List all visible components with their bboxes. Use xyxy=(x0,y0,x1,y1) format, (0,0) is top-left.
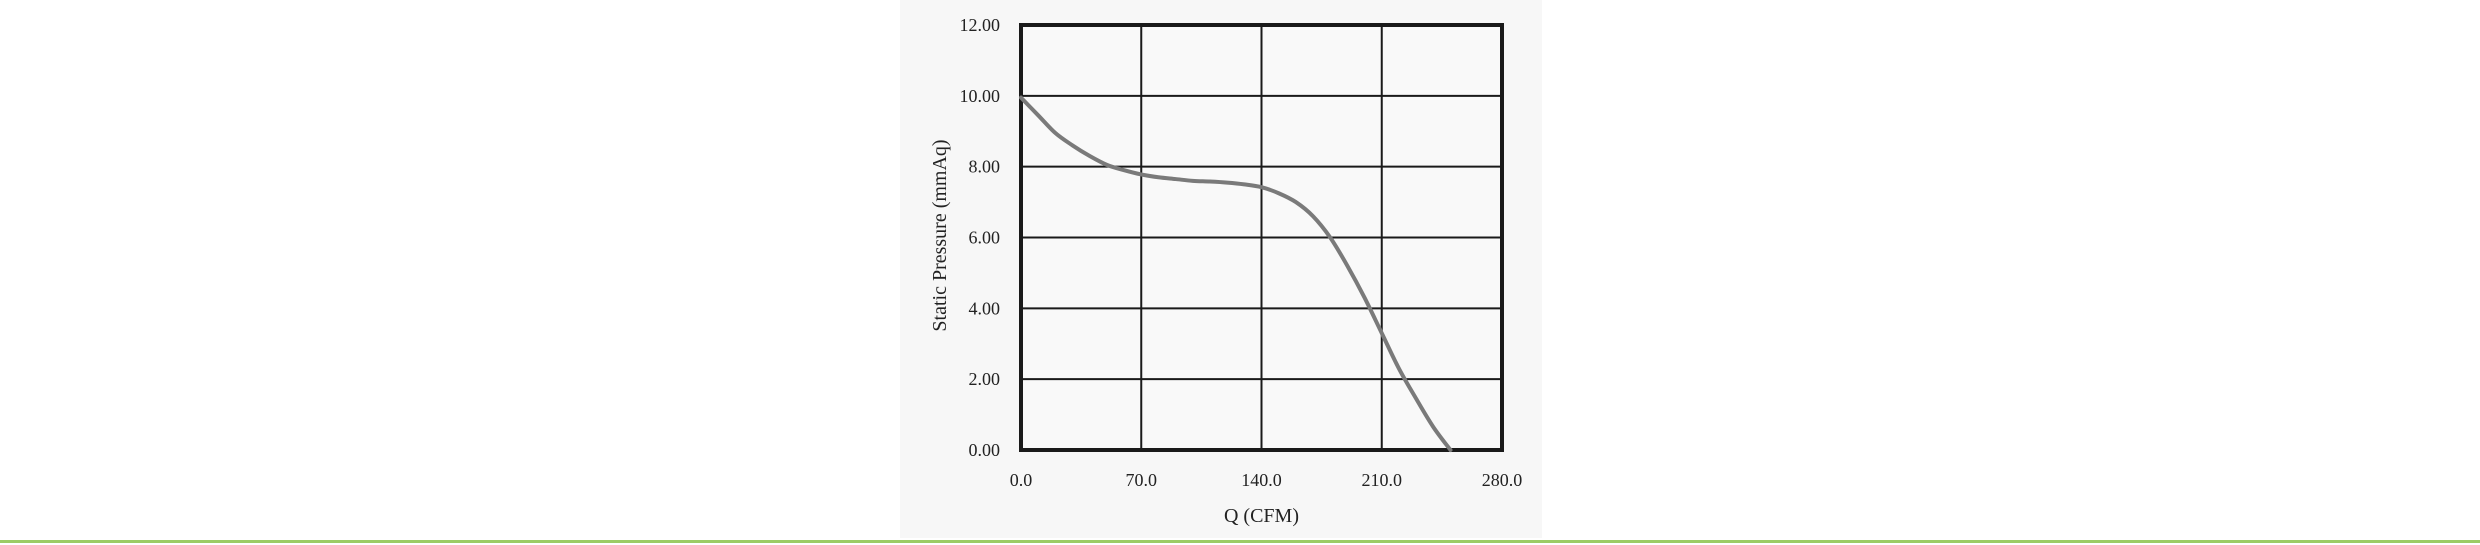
pq-curve xyxy=(1019,95,1453,452)
y-tick-label: 10.00 xyxy=(960,86,1001,106)
bottom-divider xyxy=(0,540,2480,543)
x-tick-label: 0.0 xyxy=(1010,470,1033,490)
plot-border xyxy=(1019,23,1504,452)
x-tick-label: 70.0 xyxy=(1126,470,1158,490)
x-tick-label: 210.0 xyxy=(1362,470,1403,490)
y-axis-label: Static Pressure (mmAq) xyxy=(929,139,951,331)
x-axis-label: Q (CFM) xyxy=(1224,505,1299,527)
y-tick-label: 2.00 xyxy=(969,369,1001,389)
y-tick-label: 8.00 xyxy=(969,157,1001,177)
y-tick-label: 12.00 xyxy=(960,15,1001,35)
x-tick-label: 140.0 xyxy=(1241,470,1282,490)
y-tick-label: 4.00 xyxy=(969,298,1001,318)
y-tick-label: 6.00 xyxy=(969,228,1001,248)
x-tick-label: 280.0 xyxy=(1482,470,1523,490)
y-tick-label: 0.00 xyxy=(969,440,1001,460)
